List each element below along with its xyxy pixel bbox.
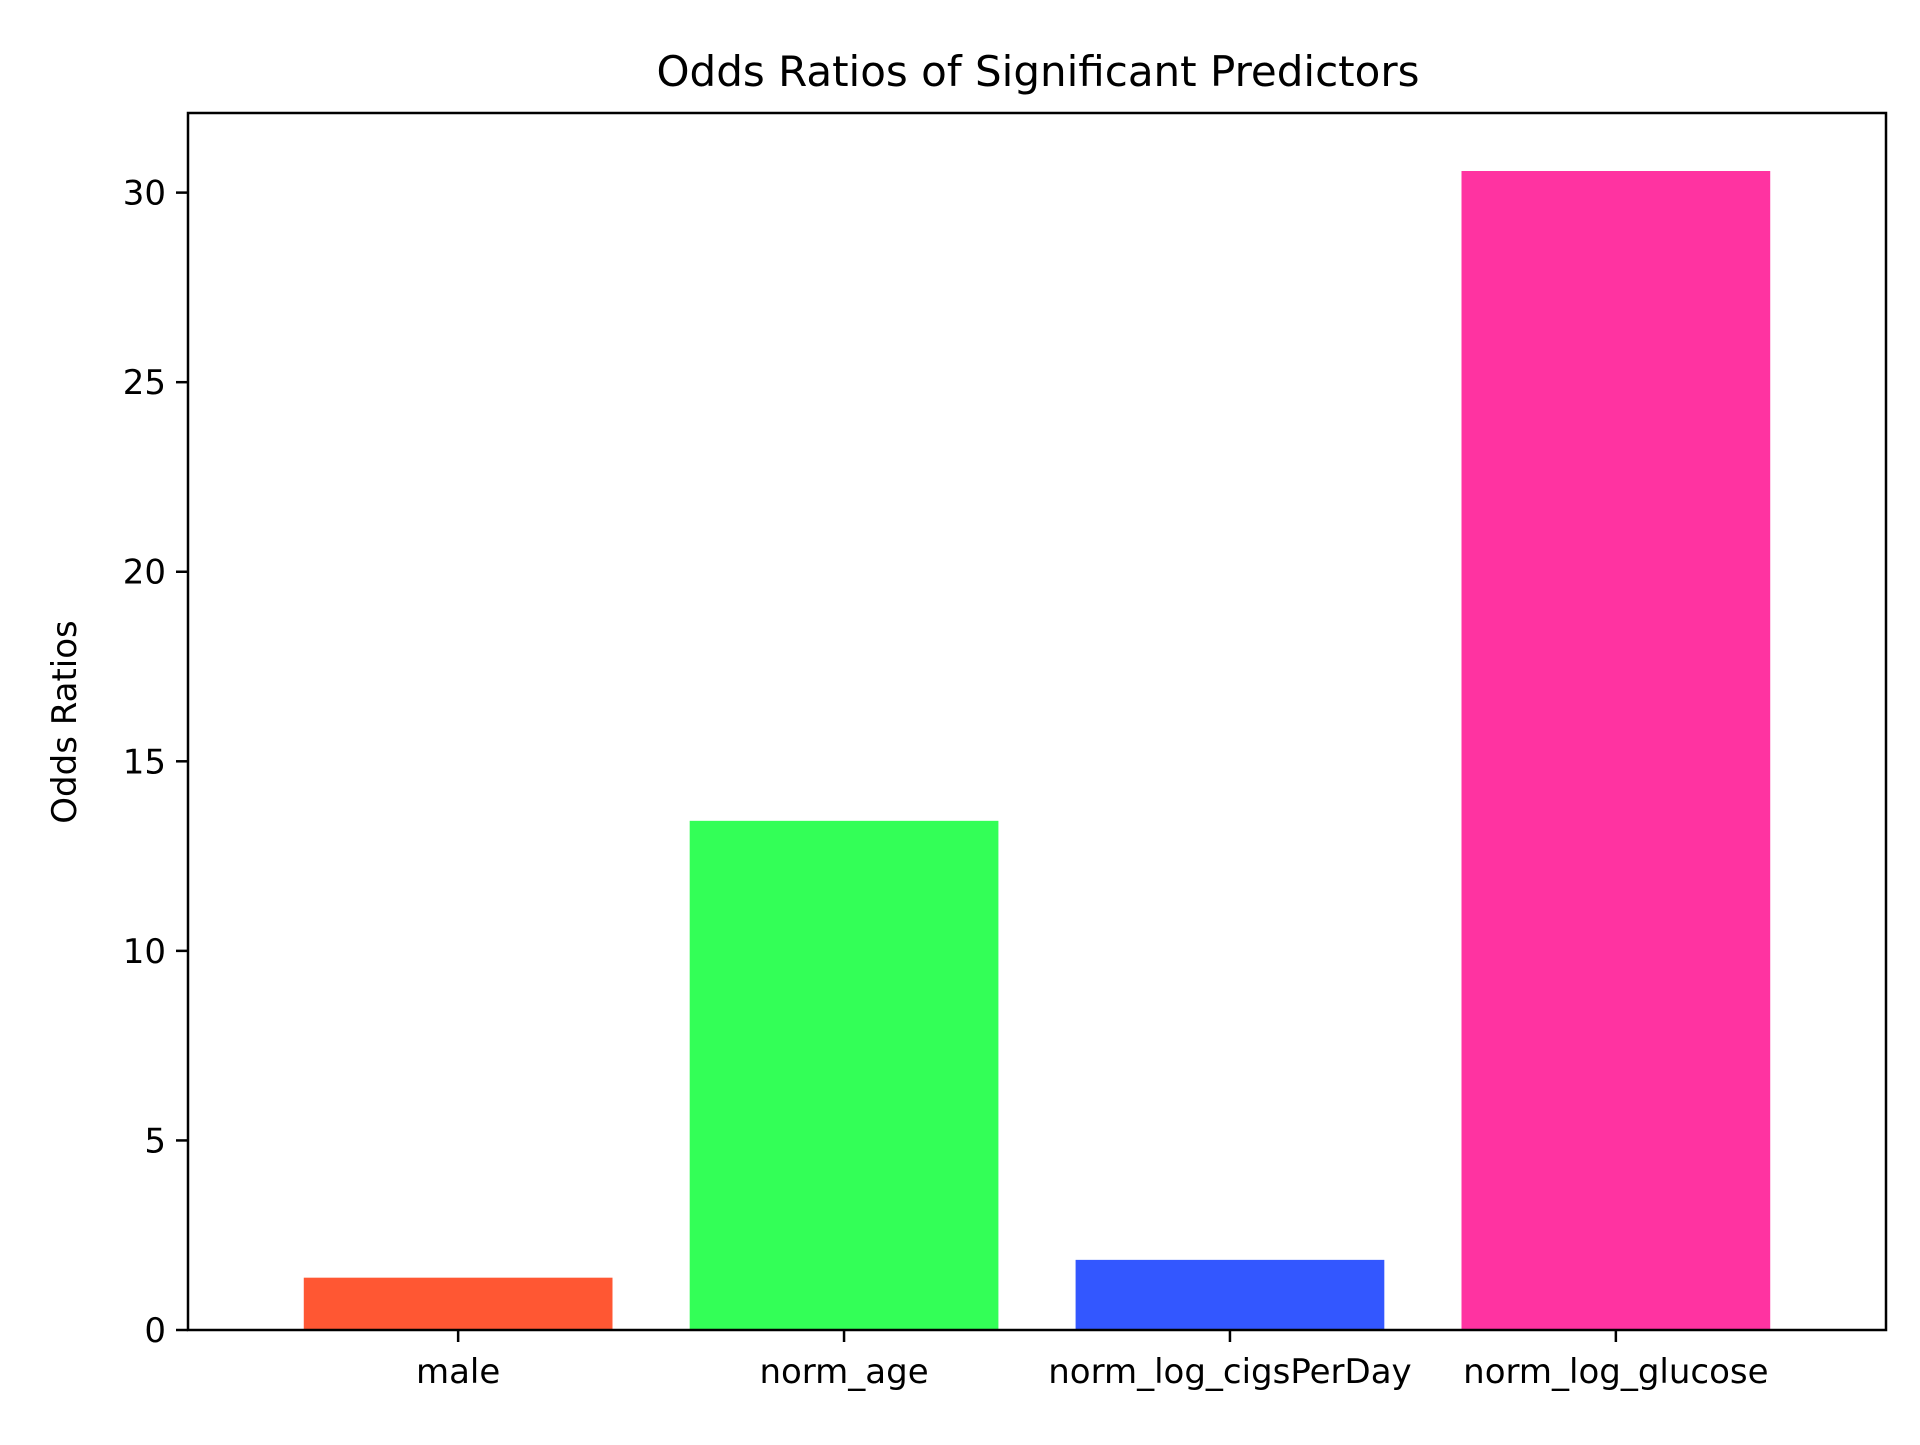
x-tick-label: norm_log_cigsPerDay [1048,1352,1411,1392]
bar-norm_age [689,820,999,1330]
y-tick-label: 0 [144,1311,166,1351]
bar-norm_log_glucose [1461,171,1771,1330]
bars-layer [303,171,1771,1330]
y-tick-label: 30 [123,174,166,214]
bar-male [303,1277,613,1330]
y-tick-label: 10 [123,932,166,972]
axes-layer: 0 5 10 15 20 25 30 male norm_age norm_log_cigsPer… [123,111,1888,1392]
x-tick-label: norm_age [759,1352,928,1392]
x-tick-label: male [416,1352,500,1392]
y-tick-label: 25 [123,363,166,403]
plot-frame [186,111,1888,1332]
y-tick-label: 20 [123,553,166,593]
y-axis-label: Odds Ratios [45,620,85,823]
chart-title: Odds Ratios of Significant Predictors [656,47,1419,96]
bar-norm_log_cigsPerDay [1075,1259,1385,1330]
x-tick-label: norm_log_glucose [1463,1352,1768,1392]
y-tick-label: 5 [144,1121,166,1161]
y-tick-label: 15 [123,742,166,782]
